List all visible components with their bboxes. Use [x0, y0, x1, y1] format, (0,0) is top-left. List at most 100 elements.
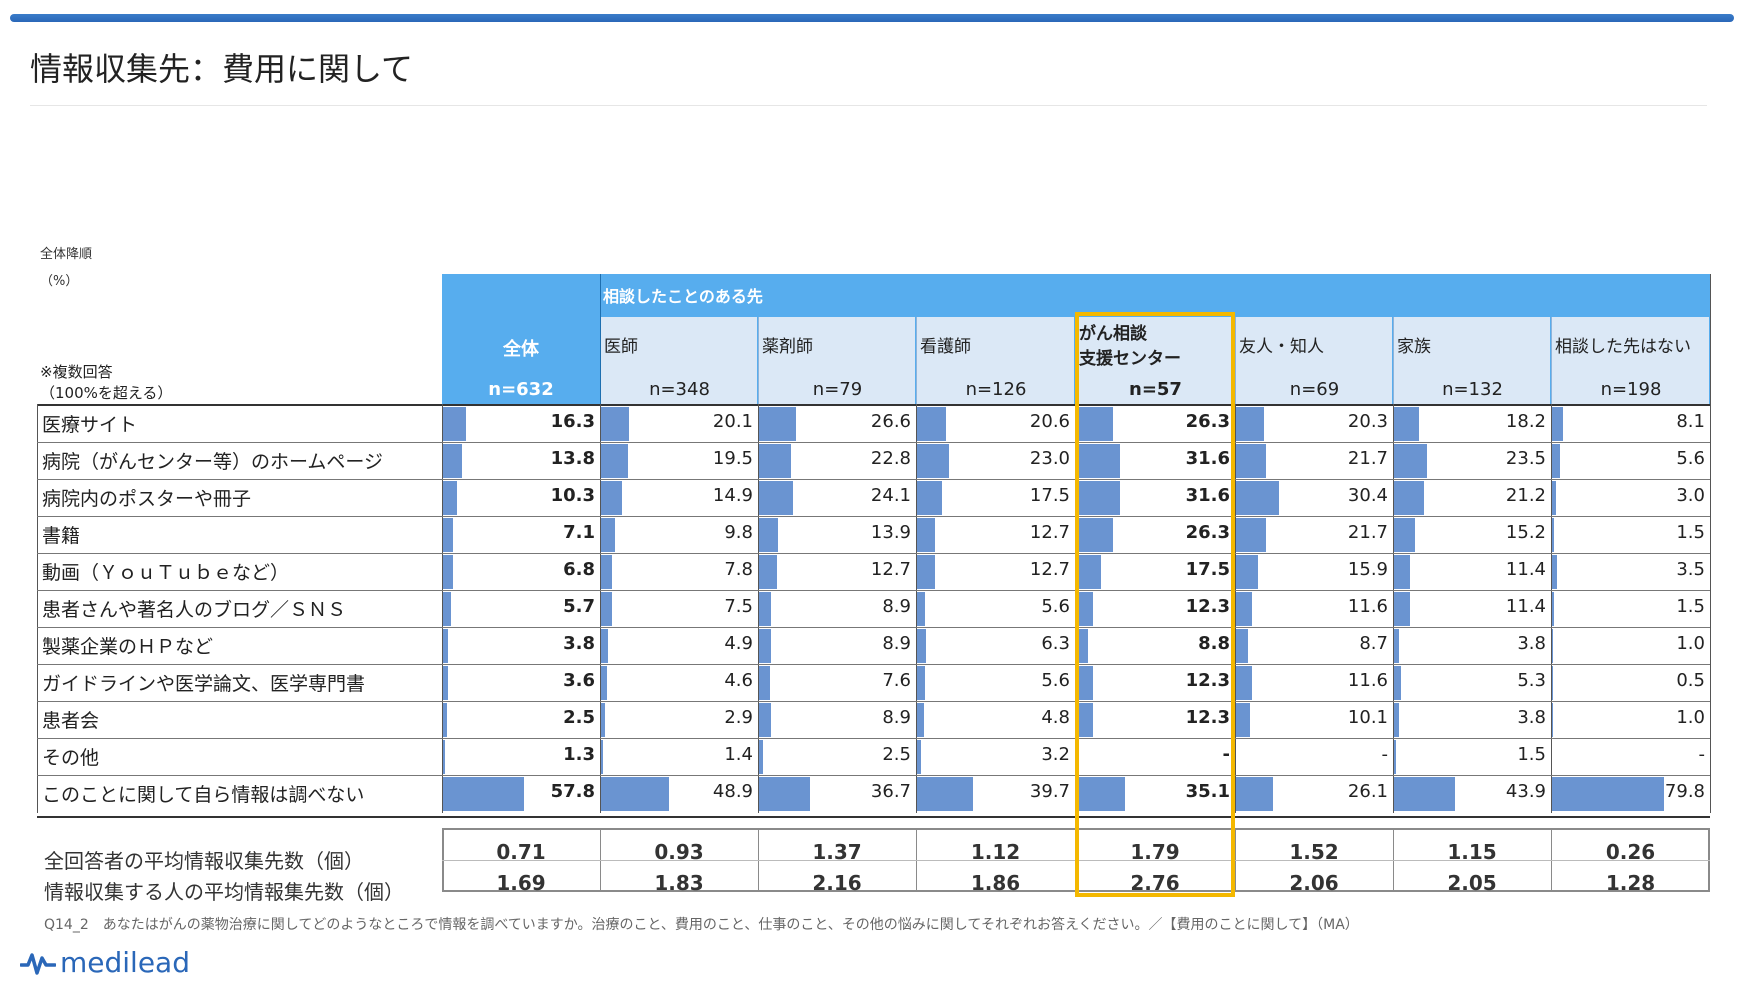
data-bar: [1394, 777, 1456, 811]
column-n: n=132: [1442, 379, 1503, 400]
data-bar: [1076, 666, 1094, 700]
column-name: 看護師: [920, 337, 971, 357]
data-value: 26.1: [1347, 781, 1388, 802]
data-bar: [1076, 703, 1094, 737]
column-header-cell: [1076, 317, 1234, 404]
data-bar: [1236, 481, 1279, 515]
header-column-divider: [1393, 317, 1394, 404]
row-divider: [37, 516, 1710, 517]
data-value: 26.3: [1185, 522, 1230, 543]
data-value: 21.2: [1505, 485, 1546, 506]
data-bar: [443, 666, 449, 700]
data-value: 1.4: [724, 744, 753, 765]
data-value: 12.3: [1185, 596, 1230, 617]
data-bar: [1076, 555, 1101, 589]
data-value: 1.5: [1676, 596, 1705, 617]
row-divider: [37, 442, 1710, 443]
data-bar: [1552, 629, 1554, 663]
data-bar: [601, 592, 612, 626]
row-divider: [37, 701, 1710, 702]
multi-answer-note-line: ※複数回答: [40, 363, 113, 381]
data-bar: [1394, 444, 1427, 478]
row-divider: [37, 738, 1710, 739]
data-value: 43.9: [1505, 781, 1546, 802]
column-n: n=348: [649, 379, 710, 400]
data-bar: [1394, 407, 1420, 441]
data-value: 16.3: [550, 411, 595, 432]
summary-value: 1.83: [654, 871, 704, 895]
row-label: 患者会: [42, 710, 100, 732]
data-value: 10.1: [1347, 707, 1388, 728]
data-bar: [917, 740, 922, 774]
logo-mark-icon: [20, 952, 56, 975]
data-value: 8.8: [1198, 633, 1230, 654]
data-value: 20.1: [712, 411, 753, 432]
data-bar: [917, 444, 950, 478]
data-value: -: [1698, 744, 1706, 765]
data-value: 12.3: [1185, 707, 1230, 728]
row-label: 医療サイト: [42, 414, 138, 436]
data-bar: [1552, 407, 1564, 441]
header-column-divider: [1235, 317, 1236, 404]
data-bar: [917, 666, 925, 700]
data-bar: [1076, 481, 1121, 515]
data-bar: [443, 518, 453, 552]
highlight-frame: [1075, 312, 1235, 897]
data-bar: [601, 666, 608, 700]
data-value: 1.3: [563, 744, 595, 765]
data-value: 79.8: [1664, 781, 1705, 802]
row-label: 製薬企業のＨＰなど: [42, 636, 214, 658]
data-bar: [1236, 777, 1273, 811]
column-name-line: がん相談: [1079, 324, 1147, 344]
data-bar: [1236, 518, 1267, 552]
data-bar: [759, 629, 772, 663]
data-value: 14.9: [712, 485, 753, 506]
data-bar: [1394, 629, 1400, 663]
column-name: 家族: [1397, 337, 1431, 357]
data-bar: [1552, 481, 1557, 515]
data-value: 8.9: [882, 633, 911, 654]
column-name-line: 支援センター: [1079, 349, 1181, 369]
data-bar: [443, 703, 447, 737]
table-column-divider: [600, 404, 601, 813]
column-n: n=79: [812, 379, 863, 400]
data-bar: [759, 444, 791, 478]
data-value: 48.9: [712, 781, 753, 802]
table-column-divider: [442, 404, 443, 813]
data-bar: [1394, 740, 1397, 774]
data-bar: [1394, 555, 1410, 589]
data-bar: [443, 629, 449, 663]
data-value: 18.2: [1505, 411, 1546, 432]
summary-value: 1.28: [1605, 871, 1656, 895]
data-bar: [443, 777, 524, 811]
row-divider: [37, 479, 1710, 480]
data-value: 8.9: [882, 596, 911, 617]
data-bar: [917, 481, 942, 515]
data-value: 5.6: [1041, 596, 1070, 617]
data-bar: [601, 703, 606, 737]
data-value: 15.2: [1505, 522, 1546, 543]
data-value: 12.7: [1029, 522, 1070, 543]
column-n-overall: n=632: [488, 379, 554, 400]
row-label: このことに関して自ら情報は調べない: [42, 784, 365, 806]
data-value: 31.6: [1185, 448, 1230, 469]
summary-value: 1.69: [496, 871, 546, 895]
data-bar: [1236, 629, 1249, 663]
data-bar: [1552, 444, 1560, 478]
column-n: n=198: [1600, 379, 1662, 400]
column-name: 医師: [604, 337, 638, 357]
data-value: 24.1: [870, 485, 911, 506]
data-value: 3.2: [1041, 744, 1070, 765]
data-bar: [1394, 703, 1400, 737]
data-bar: [759, 407, 797, 441]
table-column-divider: [1393, 404, 1394, 813]
column-name: 相談した先はない: [1555, 337, 1691, 357]
header-column-divider: [1551, 317, 1552, 404]
data-value: 23.5: [1505, 448, 1546, 469]
data-value: 7.6: [882, 670, 911, 691]
data-bar: [759, 703, 772, 737]
data-value: 1.0: [1676, 633, 1705, 654]
table-column-divider: [916, 404, 917, 813]
data-value: 21.7: [1347, 522, 1388, 543]
title-divider: [30, 105, 1707, 106]
